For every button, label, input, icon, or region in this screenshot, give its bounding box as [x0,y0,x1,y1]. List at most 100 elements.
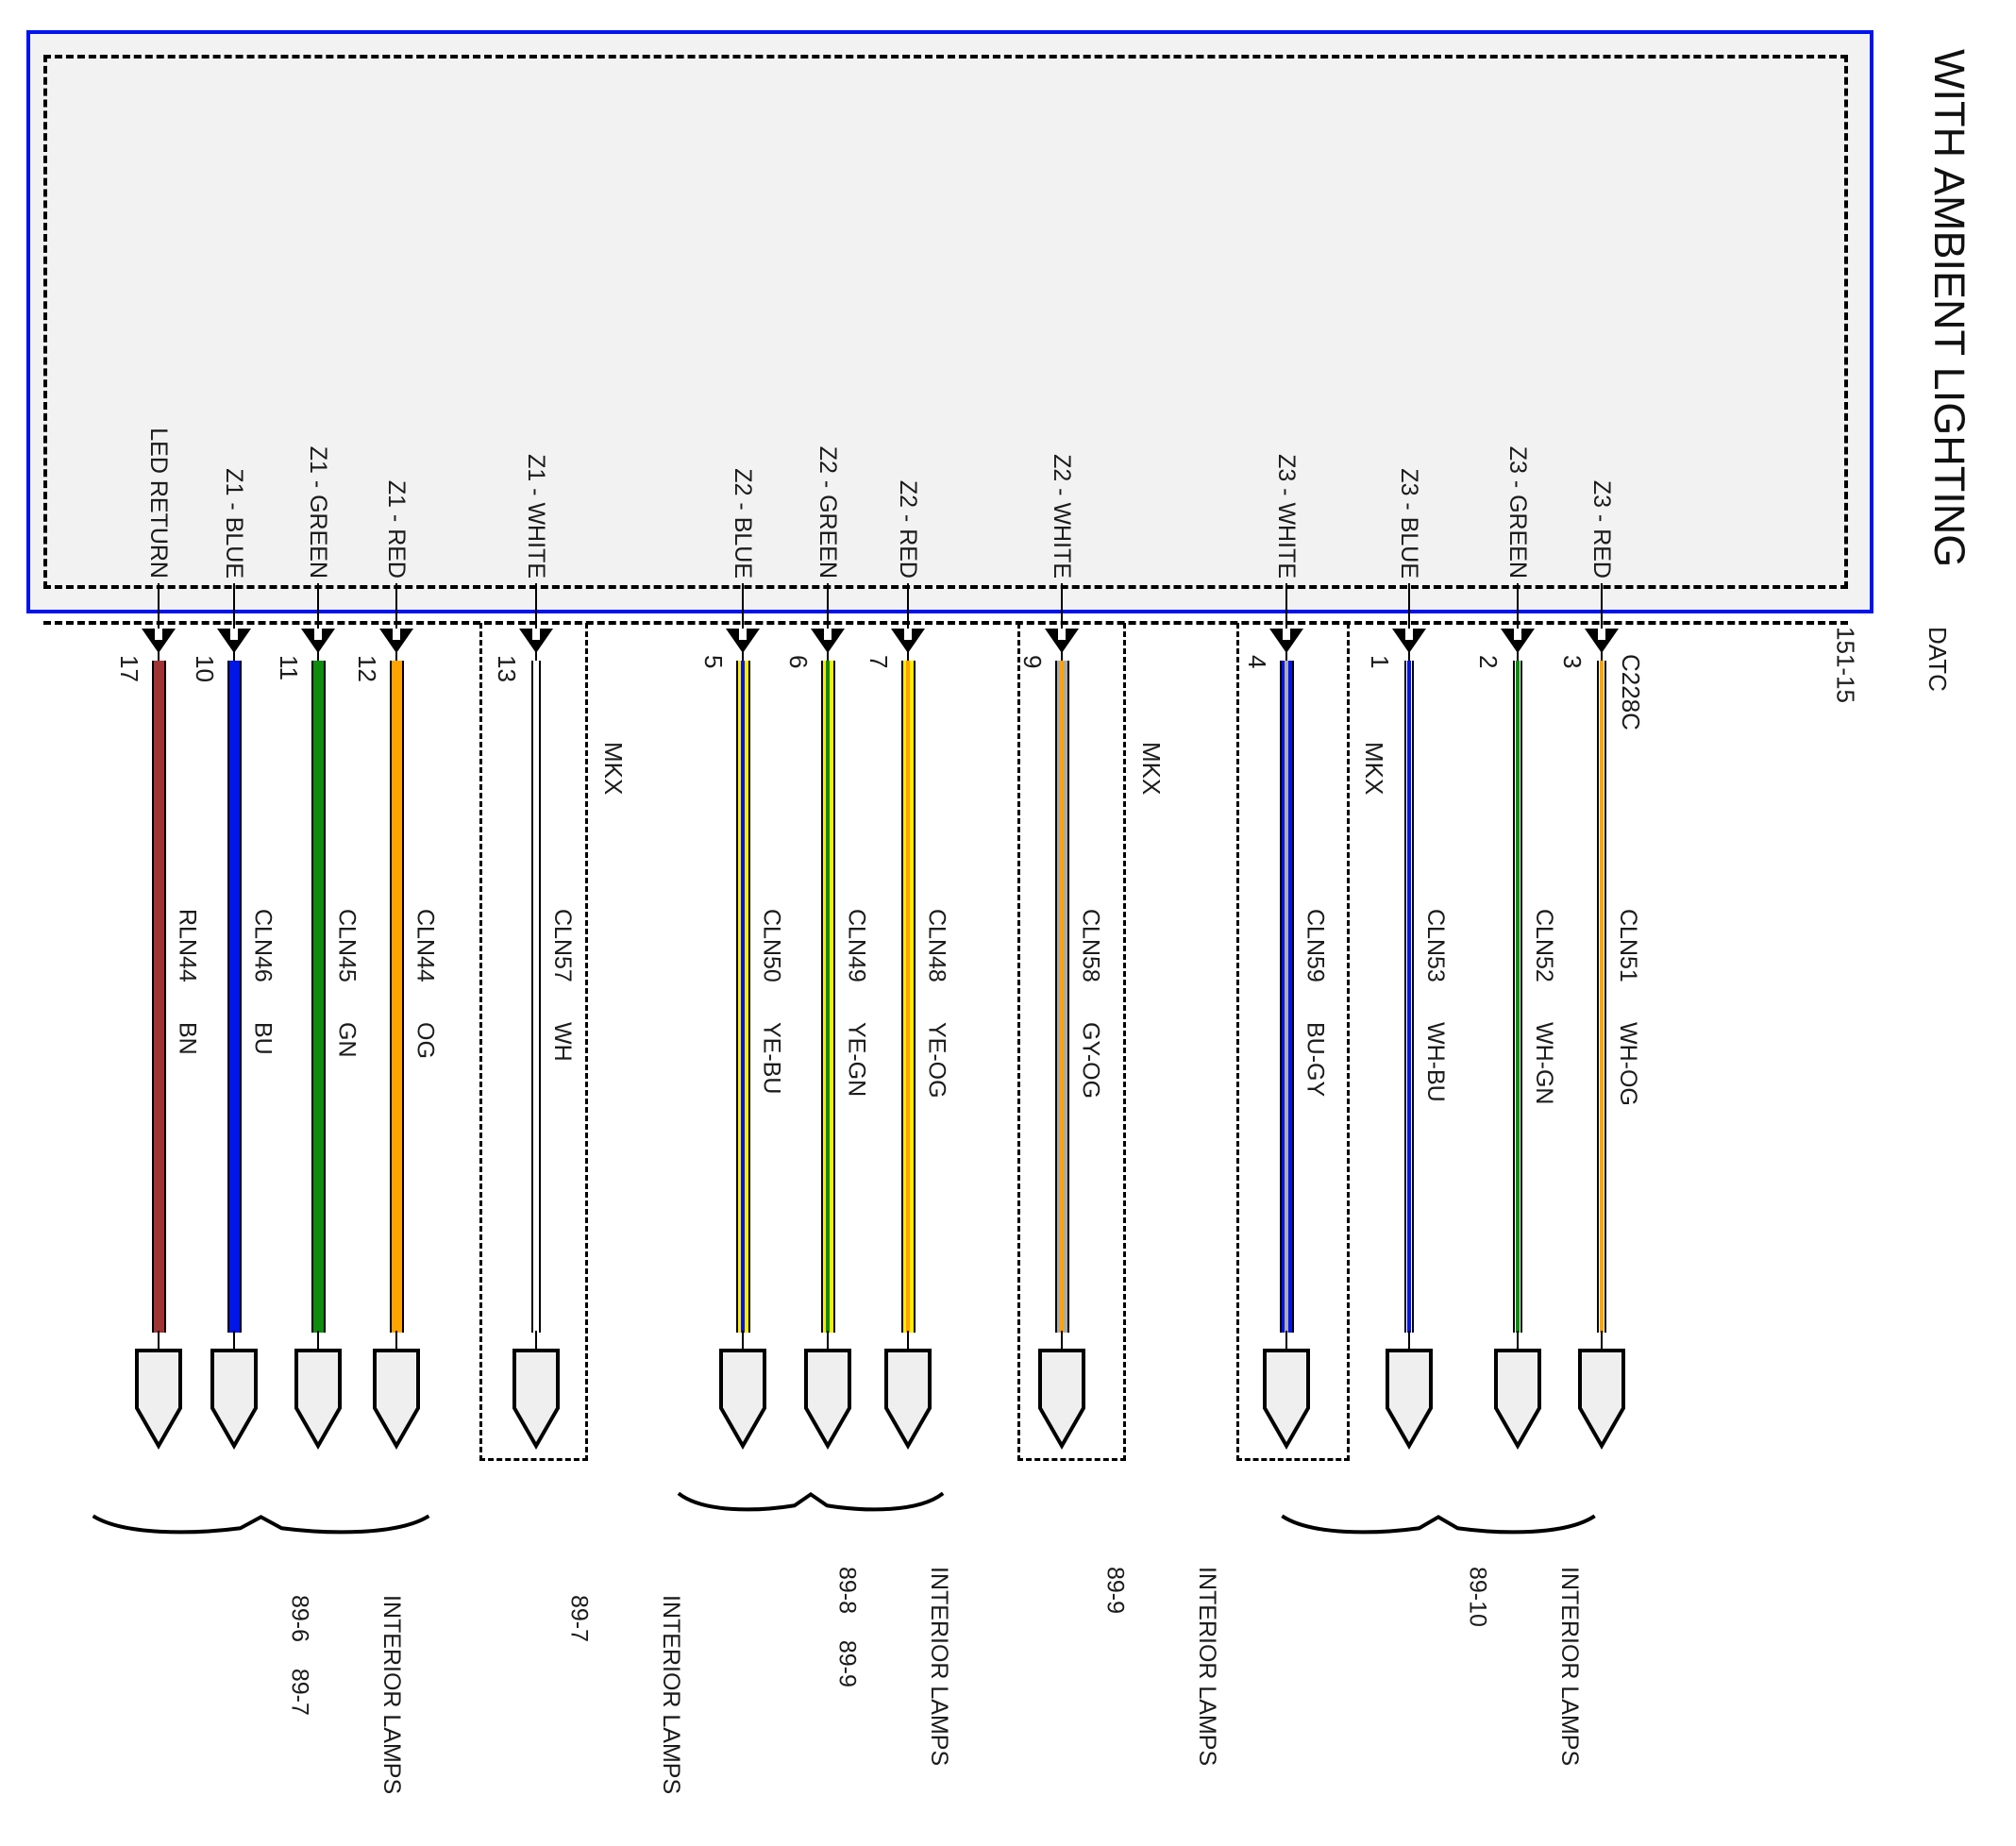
destination-label: INTERIOR LAMPS 89-6 89-7 [223,1595,468,1794]
pin-signal-label: Z3 - RED [1588,479,1615,579]
mkx-option-box [1017,623,1126,1461]
diagram-title: WITH AMBIENT LIGHTING [1925,49,1974,568]
group-brace [676,1489,946,1516]
mkx-option-label: MKX [1360,742,1389,796]
wire-color-code: WH [549,1021,576,1062]
pin-number: 11 [275,655,303,680]
wire-circuit-label: CLN59 BU-GY [1302,909,1330,1097]
arrow-down-icon [1392,629,1426,653]
destination-name: INTERIOR LAMPS [378,1595,405,1795]
wire [735,661,750,1333]
wire [151,661,166,1333]
circuit-id: CLN44 [412,909,439,982]
mkx-option-label: MKX [599,742,629,796]
connector-pin [1494,1349,1541,1450]
circuit-id: CLN50 [758,909,785,982]
wire-lead-line [1601,1331,1603,1351]
pin-signal-label: Z3 - GREEN [1504,445,1531,579]
wire-lead-line [233,583,235,664]
destination-label: INTERIOR LAMPS 89-9 [1038,1567,1284,1766]
mkx-option-box [479,623,588,1461]
wire-circuit-label: CLN53 WH-BU [1421,909,1450,1102]
wire-lead-line [1408,583,1410,664]
wire-circuit-label: CLN44 OG [412,909,440,1059]
wire-circuit-label: RLN44 BN [174,909,202,1055]
destination-name: INTERIOR LAMPS [658,1595,684,1795]
circuit-id: CLN59 [1302,909,1329,982]
wire-lead-line [317,1331,319,1351]
mkx-option-label: MKX [1137,742,1167,796]
wire-lead-line [1601,583,1603,664]
wire [311,661,326,1333]
wire-color-code: WH-GN [1531,1021,1557,1105]
arrow-down-icon [726,629,760,653]
pin-number: 9 [1018,655,1047,669]
group-brace [1279,1512,1598,1538]
wire-circuit-label: CLN51 WH-OG [1614,909,1642,1106]
wire-color-code: WH-BU [1422,1021,1449,1102]
circuit-id: CLN46 [249,909,277,982]
wire [1513,661,1522,1333]
pin-signal-label: Z3 - WHITE [1273,454,1300,579]
pin-signal-label: Z1 - GREEN [305,445,331,579]
module-name-line: 151-15 [1831,627,1860,703]
wire-color-code: GY-OG [1077,1021,1104,1099]
arrow-down-icon [1269,629,1303,653]
circuit-id: CLN58 [1077,909,1104,982]
pin-signal-label: Z2 - RED [895,479,921,579]
wire-lead-line [158,583,160,664]
pin-number: 4 [1243,655,1271,669]
wire [1597,661,1606,1333]
wire-lead-line [158,1331,160,1351]
connector-pin [373,1349,420,1450]
connector-dashed-line [43,621,1848,625]
wire-lead-line [535,1331,537,1351]
wire-lead-line [317,583,319,664]
wire-lead-line [395,583,397,664]
pin-signal-label: LED RETURN [145,428,172,579]
wire-lead-line [1408,1331,1410,1351]
wire-circuit-label: CLN45 GN [333,909,361,1057]
wire [820,661,835,1333]
connector-id-label: C228C [1617,654,1646,730]
pin-number: 1 [1366,655,1394,669]
connector-pin [1386,1349,1433,1450]
arrow-down-icon [1045,629,1079,653]
pin-number: 3 [1558,655,1587,669]
wire-color-code: GN [333,1021,361,1058]
wire [531,661,541,1333]
module-dashed-outline [43,55,1848,589]
wire-color-code: WH-OG [1615,1021,1641,1106]
wire-circuit-label: CLN50 YE-BU [758,909,786,1094]
wire [389,661,404,1333]
circuit-id: CLN45 [333,909,361,982]
wire-color-code: YE-BU [758,1021,785,1095]
connector-pin [1578,1349,1625,1450]
wire-lead-line [1061,1331,1063,1351]
arrow-down-icon [519,629,553,653]
arrow-down-icon [217,629,251,653]
pin-signal-label: Z2 - GREEN [815,445,841,579]
module-name-line: DATC [1924,627,1952,692]
arrow-down-icon [891,629,925,653]
connector-pin [884,1349,932,1450]
circuit-id: CLN53 [1422,909,1449,982]
pin-number: 7 [865,655,893,669]
wire-lead-line [907,583,909,664]
connector-pin [294,1349,342,1450]
pin-signal-label: Z1 - RED [383,479,410,579]
destination-label: INTERIOR LAMPS 89-10 [1401,1567,1646,1766]
connector-pin [804,1349,851,1450]
wire-lead-line [827,583,829,664]
wire-lead-line [535,583,537,664]
pin-signal-label: Z3 - BLUE [1396,468,1422,579]
destination-refs: 89-10 [1464,1567,1491,1627]
arrow-down-icon [1585,629,1619,653]
pin-number: 6 [784,655,813,669]
destination-refs: 89-8 89-9 [833,1567,861,1687]
arrow-down-icon [142,629,176,653]
arrow-down-icon [811,629,845,653]
pin-number: 5 [699,655,728,669]
connector-pin [1263,1349,1310,1450]
